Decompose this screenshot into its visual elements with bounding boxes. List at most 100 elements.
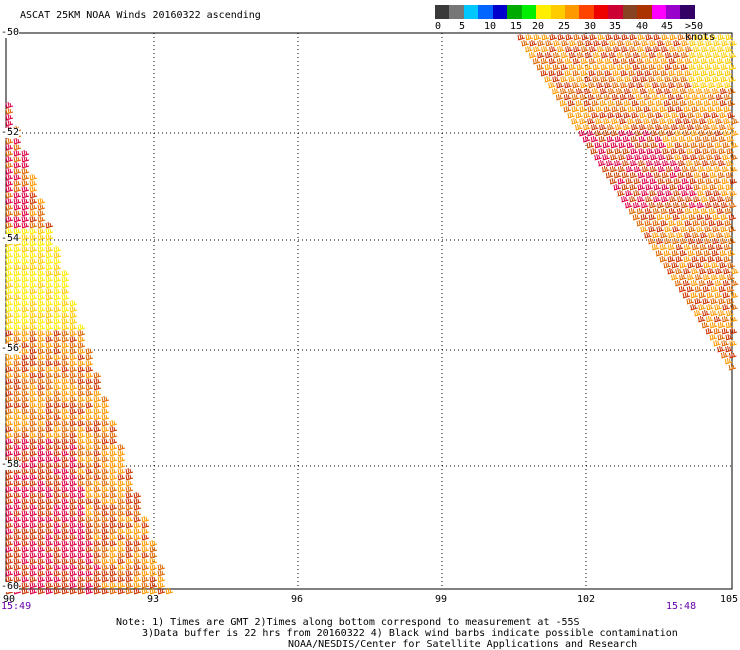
wind-barb bbox=[93, 455, 102, 463]
wind-barb bbox=[13, 293, 22, 301]
wind-barb bbox=[706, 279, 715, 287]
wind-barb bbox=[568, 51, 577, 59]
wind-barb bbox=[621, 33, 630, 41]
wind-barb bbox=[588, 81, 596, 89]
wind-barb bbox=[125, 575, 134, 583]
wind-barb bbox=[664, 201, 673, 209]
wind-barb bbox=[21, 389, 30, 397]
wind-barb bbox=[109, 515, 118, 523]
wind-barb bbox=[125, 545, 134, 553]
wind-barb bbox=[680, 213, 689, 221]
wind-barb bbox=[661, 195, 669, 203]
wind-barb bbox=[680, 201, 689, 209]
wind-barb bbox=[721, 165, 730, 173]
wind-barb bbox=[13, 425, 22, 433]
wind-barb bbox=[29, 443, 38, 451]
wind-barb bbox=[671, 249, 680, 257]
wind-barb bbox=[684, 81, 692, 89]
wind-barb bbox=[13, 173, 22, 181]
wind-barb bbox=[5, 407, 14, 415]
wind-barb bbox=[730, 141, 739, 149]
wind-barb bbox=[705, 189, 713, 197]
wind-barb bbox=[29, 587, 38, 595]
wind-barb bbox=[660, 81, 668, 89]
wind-barb bbox=[661, 183, 670, 191]
wind-barb bbox=[69, 437, 78, 445]
wind-barb bbox=[53, 485, 62, 493]
wind-barb bbox=[713, 327, 722, 335]
wind-barb bbox=[639, 123, 647, 131]
wind-barb bbox=[687, 123, 695, 131]
wind-barb bbox=[649, 177, 658, 185]
wind-barb bbox=[718, 159, 726, 167]
wind-barb bbox=[606, 135, 615, 143]
wind-barb bbox=[125, 509, 134, 517]
wind-barb bbox=[611, 105, 620, 113]
wind-barb bbox=[672, 213, 681, 221]
wind-barb bbox=[642, 129, 651, 137]
wind-barb bbox=[5, 353, 14, 361]
wind-barb bbox=[693, 195, 701, 203]
wind-barb bbox=[133, 491, 142, 499]
wind-barb bbox=[647, 111, 655, 119]
wind-barb bbox=[727, 99, 736, 107]
wind-barb bbox=[714, 129, 723, 137]
legend-swatch bbox=[435, 5, 450, 19]
wind-barb bbox=[29, 347, 38, 355]
wind-barb bbox=[704, 51, 713, 59]
wind-barb bbox=[672, 201, 681, 209]
wind-barb bbox=[642, 153, 650, 161]
wind-barb bbox=[692, 81, 700, 89]
wind-barb bbox=[13, 551, 22, 559]
wind-barb bbox=[77, 467, 86, 475]
wind-barb bbox=[45, 299, 54, 307]
wind-barb bbox=[692, 219, 701, 227]
wind-barb bbox=[85, 467, 94, 475]
wind-barb bbox=[727, 249, 736, 257]
wind-barb bbox=[552, 51, 561, 59]
wind-barb bbox=[61, 335, 70, 343]
wind-barb bbox=[695, 249, 704, 257]
wind-barb bbox=[714, 141, 723, 149]
wind-barb bbox=[37, 431, 46, 439]
wind-barb bbox=[85, 539, 94, 547]
wind-barb bbox=[645, 45, 653, 53]
wind-barb bbox=[5, 287, 14, 295]
wind-barb bbox=[623, 123, 631, 131]
wind-barb bbox=[61, 449, 70, 457]
wind-barb bbox=[21, 197, 30, 205]
wind-barb bbox=[596, 57, 605, 65]
wind-barb bbox=[5, 497, 14, 505]
wind-barb bbox=[93, 449, 102, 457]
wind-barb bbox=[141, 575, 150, 583]
wind-barb bbox=[604, 69, 613, 77]
wind-barb bbox=[93, 527, 102, 535]
wind-barb bbox=[93, 431, 102, 439]
wind-barb bbox=[537, 39, 545, 47]
wind-barb bbox=[37, 251, 46, 259]
wind-barb bbox=[13, 269, 22, 277]
wind-barb bbox=[53, 275, 62, 283]
wind-barb bbox=[61, 545, 70, 553]
wind-barb bbox=[687, 237, 696, 245]
wind-barb bbox=[53, 335, 62, 343]
wind-barb bbox=[693, 171, 702, 179]
wind-barb bbox=[29, 491, 38, 499]
wind-barb bbox=[29, 263, 38, 271]
wind-barb bbox=[101, 485, 110, 493]
wind-barb bbox=[705, 315, 714, 323]
wind-barb bbox=[621, 171, 630, 179]
wind-barb bbox=[157, 587, 166, 595]
wind-barb bbox=[13, 383, 22, 391]
wind-barb bbox=[21, 185, 30, 193]
wind-barb bbox=[679, 261, 687, 269]
wind-barb bbox=[708, 207, 717, 215]
legend-swatch bbox=[579, 5, 594, 19]
wind-barb bbox=[729, 189, 737, 197]
wind-barb bbox=[141, 587, 150, 595]
wind-barb bbox=[603, 117, 611, 125]
wind-barb bbox=[77, 551, 86, 559]
wind-barb bbox=[677, 195, 685, 203]
wind-barb bbox=[559, 87, 568, 95]
wind-barb bbox=[5, 143, 14, 151]
